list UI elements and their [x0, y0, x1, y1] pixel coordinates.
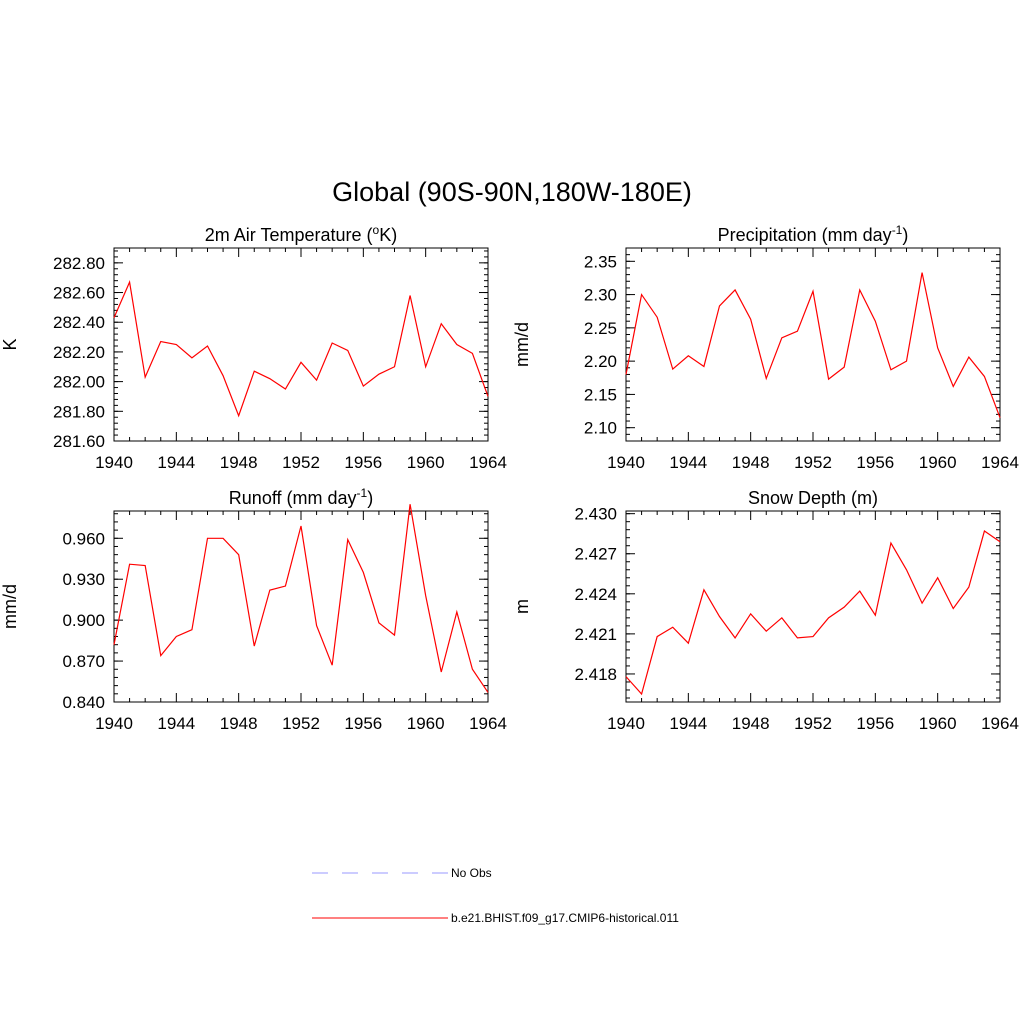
y-tick-label: 2.35: [584, 252, 617, 271]
plot-frame: [625, 510, 1001, 703]
y-tick-label: 2.427: [574, 545, 617, 564]
legend-label-0: No Obs: [451, 866, 492, 880]
plot-frame: [625, 247, 1001, 442]
y-tick-label: 2.30: [584, 286, 617, 305]
legend-label-1: b.e21.BHIST.f09_g17.CMIP6-historical.011: [451, 911, 679, 925]
y-axis-label: m: [512, 599, 532, 614]
y-tick-label: 0.960: [62, 529, 105, 548]
y-tick-label: 0.930: [62, 570, 105, 589]
x-tick-label: 1964: [469, 453, 507, 472]
x-tick-label: 1960: [407, 714, 445, 733]
x-tick-label: 1960: [919, 453, 957, 472]
x-tick-label: 1964: [981, 714, 1019, 733]
y-tick-label: 282.20: [53, 343, 105, 362]
y-tick-label: 2.418: [574, 665, 617, 684]
series-line-0: [625, 272, 1001, 418]
panel-2: 1940 1944 1948 1952 1956 1960 1964 0.840 0.870 0.…: [0, 486, 507, 733]
x-tick-label: 1944: [157, 453, 195, 472]
panel-3: 1940 1944 1948 1952 1956 1960 1964 2.418 2.421 2.…: [512, 488, 1019, 733]
x-tick-label: 1944: [669, 714, 707, 733]
x-tick-label: 1952: [794, 453, 832, 472]
panel-title: Snow Depth (m): [748, 488, 878, 508]
x-tick-label: 1948: [732, 714, 770, 733]
legend: No Obs b.e21.BHIST.f09_g17.CMIP6-historic…: [312, 866, 679, 925]
y-axis-label: mm/d: [0, 584, 20, 629]
x-tick-label: 1948: [220, 453, 258, 472]
x-tick-label: 1952: [282, 453, 320, 472]
y-tick-label: 282.60: [53, 284, 105, 303]
plot-frame: [113, 247, 489, 442]
y-tick-label: 2.25: [584, 319, 617, 338]
y-tick-label: 0.840: [62, 693, 105, 712]
panels: 1940 1944 1948 1952 1956 1960 1964 281.60 281.80…: [0, 223, 1019, 733]
x-tick-label: 1952: [282, 714, 320, 733]
x-tick-label: 1964: [981, 453, 1019, 472]
y-tick-label: 2.424: [574, 585, 617, 604]
panel-1: 1940 1944 1948 1952 1956 1960 1964 2.10 2.15 2.20…: [512, 223, 1019, 472]
x-tick-label: 1948: [220, 714, 258, 733]
x-tick-label: 1964: [469, 714, 507, 733]
figure-title: Global (90S-90N,180W-180E): [332, 177, 692, 207]
x-tick-label: 1956: [344, 453, 382, 472]
y-tick-label: 282.00: [53, 373, 105, 392]
y-axis-label: K: [0, 338, 20, 350]
y-tick-label: 282.80: [53, 254, 105, 273]
series-line-0: [113, 280, 489, 418]
series-line-0: [625, 530, 1001, 696]
y-tick-label: 2.20: [584, 352, 617, 371]
y-tick-label: 282.40: [53, 313, 105, 332]
x-tick-label: 1956: [856, 714, 894, 733]
panel-title: Runoff (mm day-1): [229, 486, 373, 508]
x-tick-label: 1940: [95, 453, 133, 472]
y-tick-label: 2.15: [584, 385, 617, 404]
x-tick-label: 1940: [607, 453, 645, 472]
x-tick-label: 1948: [732, 453, 770, 472]
y-tick-label: 2.10: [584, 419, 617, 438]
y-tick-label: 0.870: [62, 652, 105, 671]
plot-frame: [113, 510, 489, 703]
x-tick-label: 1960: [919, 714, 957, 733]
x-tick-label: 1956: [856, 453, 894, 472]
x-tick-label: 1960: [407, 453, 445, 472]
panel-title: Precipitation (mm day-1): [718, 223, 909, 245]
series-line-0: [113, 504, 489, 693]
x-tick-label: 1956: [344, 714, 382, 733]
x-tick-label: 1944: [669, 453, 707, 472]
panel-title: 2m Air Temperature (oK): [205, 223, 397, 245]
y-tick-label: 2.430: [574, 505, 617, 524]
y-tick-label: 281.60: [53, 432, 105, 451]
x-tick-label: 1940: [607, 714, 645, 733]
y-axis-label: mm/d: [512, 322, 532, 367]
x-tick-label: 1940: [95, 714, 133, 733]
y-tick-label: 281.80: [53, 402, 105, 421]
y-tick-label: 0.900: [62, 611, 105, 630]
x-tick-label: 1952: [794, 714, 832, 733]
y-tick-label: 2.421: [574, 625, 617, 644]
x-tick-label: 1944: [157, 714, 195, 733]
panel-0: 1940 1944 1948 1952 1956 1960 1964 281.60 281.80…: [0, 223, 507, 472]
